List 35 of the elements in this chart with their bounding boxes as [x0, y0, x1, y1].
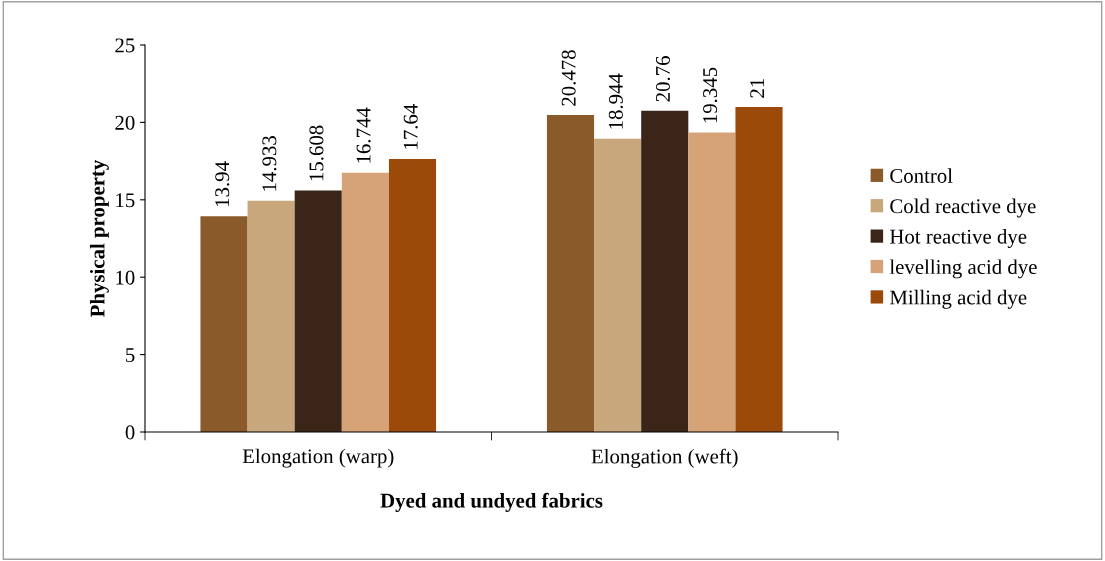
data-label: 16.744: [356, 107, 371, 163]
legend-label: Cold reactive dye: [890, 198, 1036, 218]
data-label: 13.94: [215, 161, 230, 207]
data-label: 21: [750, 79, 765, 98]
legend-label: Hot reactive dye: [889, 228, 1027, 248]
bar: [688, 132, 736, 432]
x-axis-title: Dyed and undyed fabrics: [380, 492, 603, 512]
y-axis-title: Physical property: [89, 159, 109, 317]
x-tick-label: Elongation (weft): [591, 448, 738, 468]
y-tick-label: 20: [115, 115, 135, 130]
data-label: 17.64: [403, 104, 418, 149]
data-label: 20.76: [655, 56, 671, 102]
y-tick-label: 5: [126, 348, 135, 363]
data-label: 18.944: [608, 73, 623, 129]
x-tick-label: Elongation (warp): [242, 448, 394, 468]
bar: [388, 158, 437, 432]
bar: [641, 110, 689, 432]
bar: [594, 138, 642, 432]
data-label: 14.933: [262, 136, 277, 191]
bar: [546, 115, 595, 432]
bar: [341, 172, 389, 432]
bar: [200, 216, 248, 432]
data-label: 19.345: [703, 67, 718, 123]
y-tick-label: 10: [116, 270, 135, 285]
data-label: 15.608: [309, 125, 324, 181]
y-tick-label: 25: [115, 38, 135, 53]
bar: [294, 190, 342, 432]
bar: [735, 106, 783, 432]
legend-label: Milling acid dye: [889, 289, 1027, 309]
bar: [247, 200, 295, 432]
data-label: 20.478: [561, 50, 576, 106]
legend-label: levelling acid dye: [889, 259, 1037, 279]
legend-label: Control: [890, 168, 953, 183]
y-tick-label: 15: [116, 193, 135, 208]
y-tick-label: 0: [125, 425, 135, 440]
